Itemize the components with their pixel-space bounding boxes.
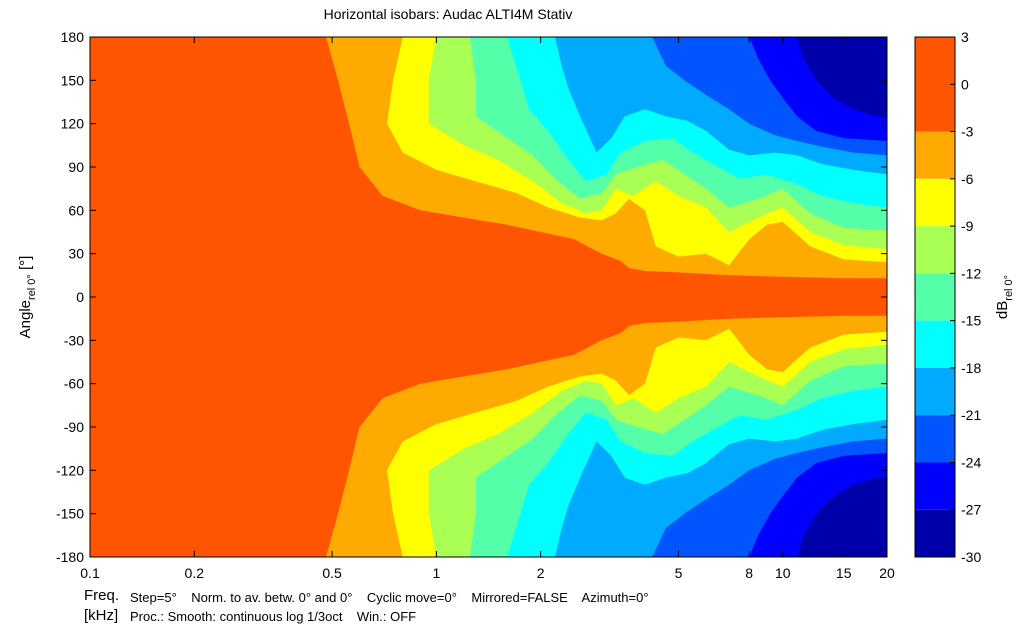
measurement-info-line-1: Step=5° Norm. to av. betw. 0° and 0° Cyc…	[130, 590, 649, 605]
y-tick-label: 120	[61, 116, 85, 132]
x-tick-label: 0.2	[185, 565, 205, 581]
x-tick-label: 1	[432, 565, 440, 581]
colorbar-tick-label: -18	[961, 360, 981, 376]
chart-title: Horizontal isobars: Audac ALTI4M Stativ	[324, 6, 573, 22]
x-tick-label: 0.5	[322, 565, 342, 581]
contour-band-lower	[797, 476, 887, 557]
x-tick-label: 8	[745, 565, 753, 581]
x-tick-label: 10	[775, 565, 791, 581]
y-tick-label: -180	[56, 549, 84, 565]
y-tick-label: 150	[61, 72, 85, 88]
colorbar-band	[915, 226, 955, 274]
colorbar-tick-label: 0	[961, 76, 969, 92]
y-tick-label: 90	[68, 159, 84, 175]
y-tick-label: -60	[64, 376, 84, 392]
colorbar-tick-label: -21	[961, 407, 981, 423]
measurement-info-line-2: Proc.: Smooth: continuous log 1/3oct Win…	[130, 609, 417, 624]
x-tick-label: 2	[537, 565, 545, 581]
x-axis-unit: [kHz]	[84, 607, 119, 624]
y-tick-label: 180	[61, 29, 85, 45]
colorbar-label: dBrel 0°	[994, 275, 1015, 319]
colorbar-band	[915, 367, 955, 416]
y-axis-ticks: 180 150 120 90 60 30 0 -30 -60 -90 -120 -150 -180	[56, 29, 887, 565]
colorbar	[915, 37, 955, 557]
y-axis-label: Anglerel 0° [°]	[17, 256, 38, 339]
colorbar-tick-label: -30	[961, 549, 981, 565]
y-tick-label: -30	[64, 332, 84, 348]
x-tick-label: 0.1	[80, 565, 100, 581]
y-tick-label: 30	[68, 246, 84, 262]
colorbar-tick-label: -9	[961, 218, 974, 234]
colorbar-band	[915, 320, 955, 368]
colorbar-tick-label: -12	[961, 265, 981, 281]
colorbar-label-main: dB	[994, 301, 1011, 319]
colorbar-band	[915, 131, 955, 179]
colorbar-tick-label: -27	[961, 502, 981, 518]
y-tick-label: 60	[68, 202, 84, 218]
colorbar-band	[915, 462, 955, 510]
colorbar-tick-label: -6	[961, 171, 974, 187]
y-tick-label: -120	[56, 462, 84, 478]
x-axis-label: Freq.	[84, 587, 120, 604]
colorbar-band	[915, 415, 955, 463]
x-axis-ticks: 0.1 0.2 0.5 1 2 5 8 10 15 20	[80, 37, 895, 581]
y-tick-label: -150	[56, 506, 84, 522]
colorbar-band	[915, 178, 955, 227]
colorbar-band	[915, 509, 955, 557]
x-tick-label: 5	[675, 565, 683, 581]
colorbar-tick-label: -24	[961, 454, 981, 470]
x-tick-label: 20	[879, 565, 895, 581]
colorbar-tick-label: -15	[961, 313, 981, 329]
y-tick-label: 0	[76, 289, 84, 305]
colorbar-tick-label: -3	[961, 124, 974, 140]
x-tick-label: 15	[836, 565, 852, 581]
colorbar-band	[915, 273, 955, 321]
colorbar-tick-label: 3	[961, 29, 969, 45]
y-axis-label-unit: [°]	[17, 256, 34, 275]
colorbar-frame	[914, 36, 956, 558]
contour-band-upper	[797, 37, 887, 118]
y-axis-label-main: Angle	[17, 300, 34, 338]
colorbar-ticks: 3 0 -3 -6 -9 -12 -15 -18 -21 -24 -27 -30	[950, 29, 981, 565]
colorbar-band	[915, 37, 955, 132]
colorbar-label-sub: rel 0°	[1003, 275, 1015, 301]
contour-bands	[326, 37, 887, 557]
y-axis-label-sub: rel 0°	[26, 274, 38, 300]
y-tick-label: -90	[64, 419, 84, 435]
